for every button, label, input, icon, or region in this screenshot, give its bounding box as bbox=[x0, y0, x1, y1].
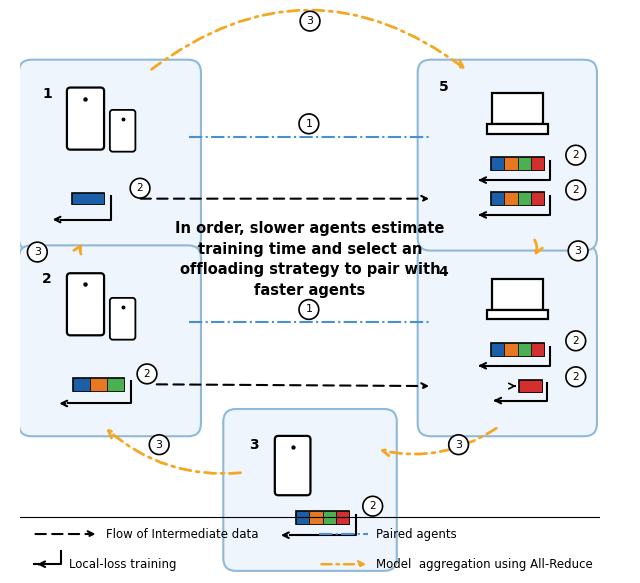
Bar bbox=[492, 93, 543, 124]
FancyBboxPatch shape bbox=[418, 245, 597, 436]
Bar bbox=[296, 511, 310, 524]
Circle shape bbox=[137, 364, 157, 384]
Text: 1: 1 bbox=[305, 304, 312, 314]
Text: 2: 2 bbox=[572, 185, 579, 195]
Text: 2: 2 bbox=[572, 336, 579, 346]
Circle shape bbox=[130, 178, 150, 198]
Bar bbox=[531, 157, 545, 170]
Bar bbox=[518, 343, 531, 356]
Bar bbox=[520, 380, 541, 392]
Circle shape bbox=[363, 496, 383, 516]
Bar bbox=[492, 279, 543, 310]
Bar bbox=[491, 192, 504, 205]
Bar bbox=[487, 310, 548, 319]
Circle shape bbox=[449, 435, 468, 455]
Text: 3: 3 bbox=[156, 440, 163, 449]
Text: 1: 1 bbox=[42, 87, 52, 101]
Circle shape bbox=[566, 180, 586, 200]
FancyBboxPatch shape bbox=[19, 59, 201, 251]
FancyBboxPatch shape bbox=[275, 436, 310, 495]
Bar bbox=[491, 157, 504, 170]
Circle shape bbox=[149, 435, 169, 455]
Text: 5: 5 bbox=[439, 80, 449, 94]
FancyBboxPatch shape bbox=[67, 87, 104, 150]
Text: 4: 4 bbox=[439, 265, 449, 279]
Text: 3: 3 bbox=[575, 246, 582, 256]
Bar bbox=[336, 511, 349, 524]
Bar bbox=[90, 378, 107, 391]
FancyArrowPatch shape bbox=[108, 431, 241, 473]
Bar bbox=[520, 380, 541, 392]
Bar bbox=[73, 378, 90, 391]
Bar bbox=[73, 378, 124, 391]
Text: 3: 3 bbox=[307, 16, 314, 26]
Text: 3: 3 bbox=[34, 247, 41, 257]
Circle shape bbox=[568, 241, 588, 261]
Circle shape bbox=[566, 145, 586, 165]
FancyArrowPatch shape bbox=[152, 10, 463, 69]
FancyBboxPatch shape bbox=[110, 110, 136, 152]
Bar bbox=[487, 124, 548, 134]
Text: Model  aggregation using All-Reduce: Model aggregation using All-Reduce bbox=[376, 558, 593, 571]
FancyArrowPatch shape bbox=[383, 429, 496, 456]
Bar bbox=[504, 192, 518, 205]
Bar bbox=[491, 157, 545, 170]
FancyArrowPatch shape bbox=[535, 240, 542, 253]
Bar bbox=[531, 192, 545, 205]
Bar bbox=[323, 511, 336, 524]
Text: 2: 2 bbox=[572, 150, 579, 160]
FancyArrowPatch shape bbox=[74, 246, 81, 254]
FancyBboxPatch shape bbox=[19, 245, 201, 436]
Bar bbox=[72, 193, 104, 205]
Bar bbox=[518, 192, 531, 205]
Bar bbox=[310, 511, 323, 524]
Circle shape bbox=[300, 11, 320, 31]
Text: Paired agents: Paired agents bbox=[376, 528, 457, 540]
Bar bbox=[518, 157, 531, 170]
Text: 2: 2 bbox=[137, 183, 143, 193]
Text: 2: 2 bbox=[144, 369, 150, 379]
Text: 2: 2 bbox=[572, 372, 579, 382]
Text: In order, slower agents estimate
training time and select an
offloading strategy: In order, slower agents estimate trainin… bbox=[175, 222, 445, 298]
Text: Local-loss training: Local-loss training bbox=[69, 558, 177, 571]
Circle shape bbox=[566, 331, 586, 351]
Bar bbox=[491, 192, 545, 205]
Circle shape bbox=[299, 114, 319, 134]
Text: 3: 3 bbox=[455, 440, 462, 449]
FancyBboxPatch shape bbox=[110, 298, 136, 340]
Bar bbox=[531, 343, 545, 356]
Bar bbox=[296, 511, 349, 524]
Circle shape bbox=[28, 242, 47, 262]
Bar bbox=[72, 193, 104, 205]
FancyBboxPatch shape bbox=[223, 409, 397, 571]
Circle shape bbox=[566, 367, 586, 387]
Bar bbox=[107, 378, 124, 391]
Text: Flow of Intermediate data: Flow of Intermediate data bbox=[106, 528, 259, 540]
Text: 1: 1 bbox=[305, 119, 312, 129]
Bar bbox=[491, 343, 545, 356]
Bar bbox=[491, 343, 504, 356]
Text: 3: 3 bbox=[249, 438, 259, 452]
Bar bbox=[504, 343, 518, 356]
Bar bbox=[504, 157, 518, 170]
Text: 2: 2 bbox=[42, 272, 52, 286]
Text: 2: 2 bbox=[369, 501, 376, 511]
Circle shape bbox=[299, 300, 319, 319]
FancyBboxPatch shape bbox=[67, 273, 104, 335]
FancyBboxPatch shape bbox=[418, 59, 597, 251]
